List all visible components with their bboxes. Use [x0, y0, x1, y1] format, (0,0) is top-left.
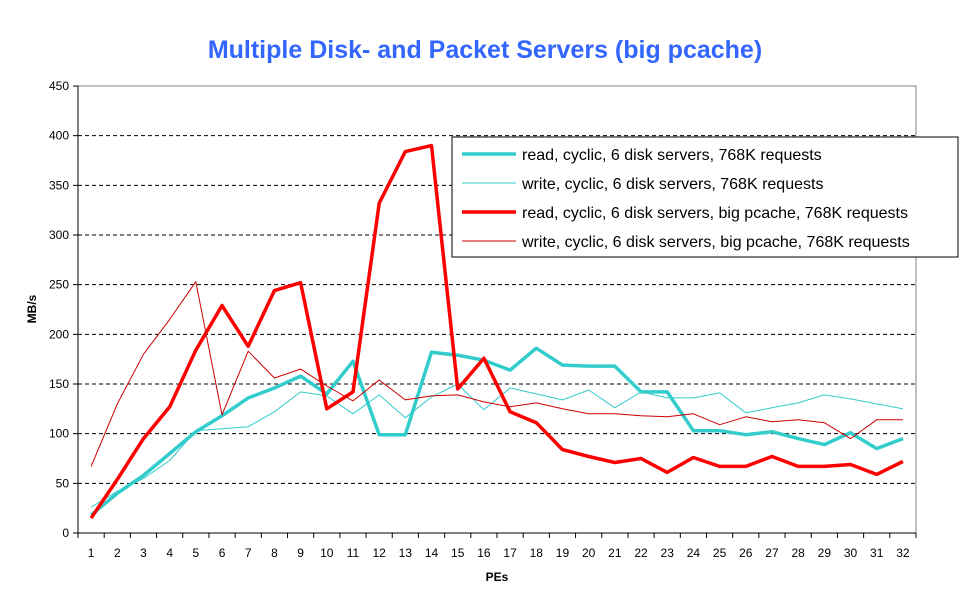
x-tick-label: 2: [114, 546, 121, 560]
y-axis-label: MB/s: [25, 294, 39, 323]
y-tick-label: 100: [49, 427, 69, 441]
x-tick-label: 31: [870, 546, 884, 560]
x-tick-label: 20: [582, 546, 596, 560]
x-tick-label: 13: [399, 546, 413, 560]
series-line-4: [90, 281, 903, 467]
y-tick-label: 400: [49, 129, 69, 143]
x-tick-label: 1: [88, 546, 95, 560]
chart-title: Multiple Disk- and Packet Servers (big p…: [207, 36, 763, 64]
x-tick-label: 25: [713, 546, 727, 560]
legend-label: read, cyclic, 6 disk servers, big pcache…: [522, 205, 908, 222]
x-tick-label: 12: [372, 546, 386, 560]
x-tick-label: 28: [791, 546, 805, 560]
series-line-3: [89, 143, 904, 520]
x-tick-label: 11: [347, 546, 360, 560]
x-tick-label: 19: [556, 546, 570, 560]
y-tick-label: 50: [56, 476, 70, 490]
series-line-2: [90, 383, 903, 508]
x-tick-label: 18: [530, 546, 544, 560]
x-tick-label: 24: [687, 546, 701, 560]
x-axis-label: PEs: [486, 570, 509, 584]
x-tick-label: 27: [765, 546, 779, 560]
x-tick-label: 16: [477, 546, 491, 560]
legend-label: write, cyclic, 6 disk servers, 768K requ…: [521, 176, 823, 193]
x-tick-label: 29: [818, 546, 832, 560]
y-tick-label: 250: [49, 278, 69, 292]
legend-box: [451, 136, 959, 258]
x-tick-label: 23: [661, 546, 675, 560]
x-tick-label: 6: [219, 546, 226, 560]
x-tick-label: 21: [608, 546, 622, 560]
x-tick-label: 30: [844, 546, 858, 560]
x-tick-label: 8: [271, 546, 278, 560]
x-tick-label: 10: [320, 546, 334, 560]
x-tick-label: 7: [245, 546, 252, 560]
legend-label: read, cyclic, 6 disk servers, 768K reque…: [522, 147, 822, 164]
y-tick-label: 200: [49, 327, 69, 341]
x-tick-label: 32: [896, 546, 910, 560]
y-tick-label: 150: [49, 377, 69, 391]
y-tick-label: 300: [49, 228, 69, 242]
x-tick-label: 15: [451, 546, 465, 560]
series-line-1: [89, 346, 904, 517]
legend: read, cyclic, 6 disk servers, 768K reque…: [451, 136, 959, 258]
y-tick-label: 0: [62, 526, 69, 540]
x-tick-label: 5: [193, 546, 200, 560]
x-tick-label: 17: [503, 546, 517, 560]
legend-label: write, cyclic, 6 disk servers, big pcach…: [521, 234, 910, 251]
x-tick-label: 26: [739, 546, 753, 560]
x-tick-label: 22: [634, 546, 648, 560]
x-tick-label: 14: [425, 546, 439, 560]
y-tick-label: 350: [49, 178, 69, 192]
y-tick-label: 450: [49, 79, 69, 93]
x-tick-label: 4: [166, 546, 173, 560]
x-tick-label: 3: [140, 546, 147, 560]
x-tick-label: 9: [297, 546, 304, 560]
